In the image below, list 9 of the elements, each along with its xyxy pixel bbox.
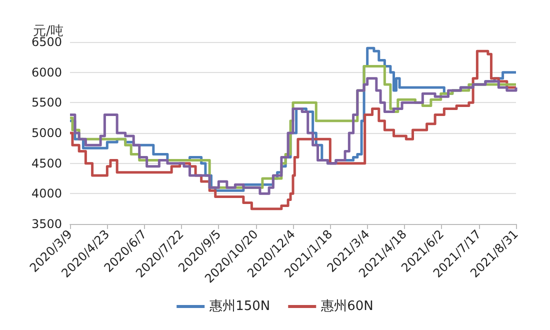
y-tick-label: 4000 bbox=[31, 186, 62, 201]
legend-label: 惠州150N bbox=[208, 299, 270, 314]
legend-label: 惠州60N bbox=[320, 299, 374, 314]
y-tick-label: 5500 bbox=[31, 96, 62, 110]
y-tick-label: 6000 bbox=[31, 65, 62, 80]
y-tick-label: 5000 bbox=[31, 126, 62, 140]
y-tick-label: 3500 bbox=[31, 217, 62, 231]
y-tick-label: 4500 bbox=[31, 156, 62, 170]
y-tick-label: 6500 bbox=[31, 35, 62, 49]
